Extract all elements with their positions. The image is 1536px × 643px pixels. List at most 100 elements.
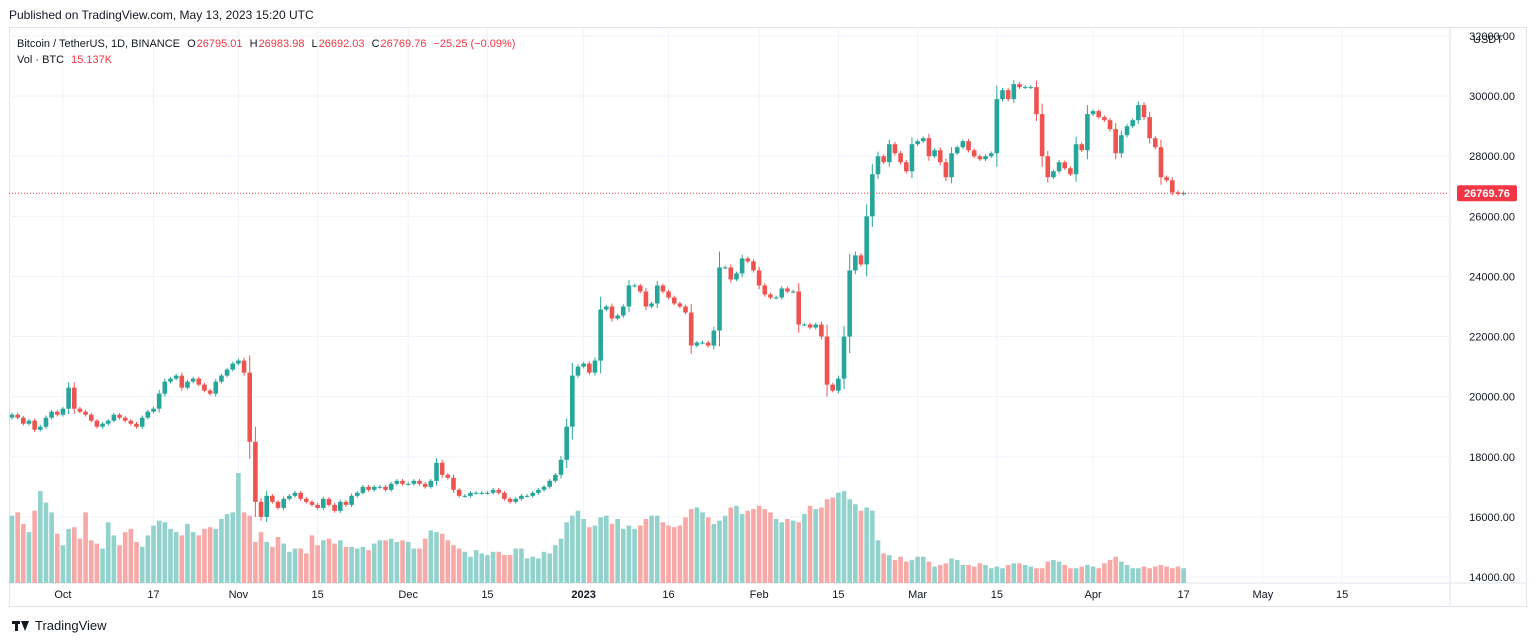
volume-bar (926, 561, 932, 583)
volume-bar (620, 528, 626, 583)
volume-bar (304, 553, 309, 583)
volume-bar (824, 499, 830, 583)
time-tick-label: 15 (1336, 589, 1348, 601)
candle-body (207, 390, 213, 394)
candle-body (117, 414, 122, 418)
volume-bar (1000, 568, 1005, 583)
candle-body (666, 291, 671, 298)
volume-bar (960, 564, 966, 583)
candle-body (1056, 162, 1062, 172)
volume-bar (281, 543, 286, 583)
candle-body (926, 138, 932, 157)
volume-bar (354, 548, 360, 583)
volume-bar (270, 546, 275, 583)
volume-bar (598, 517, 603, 583)
volume-bar (637, 525, 643, 583)
candle-body (371, 486, 377, 490)
candle-body (111, 414, 117, 421)
volume-bar (1153, 566, 1158, 583)
last-price-line: 26769.76 (9, 185, 1517, 202)
candle-body (38, 426, 43, 430)
volume-bar (9, 515, 15, 583)
volume-bar (1039, 568, 1045, 583)
volume-bar (553, 545, 558, 583)
volume-bar (1113, 556, 1118, 583)
volume-bar (1170, 568, 1175, 583)
candle-body (598, 309, 603, 361)
candle-body (321, 498, 326, 508)
volume-bar (773, 518, 779, 583)
candle-body (1068, 168, 1073, 175)
volume-bar (751, 509, 756, 583)
candle-body (1073, 144, 1079, 175)
candle-body (558, 459, 564, 475)
volume-bar (813, 509, 819, 583)
candle-body (292, 492, 298, 496)
candle-body (185, 381, 190, 388)
candle-body (909, 144, 915, 172)
volume-bar (1062, 564, 1068, 583)
volume-bar (887, 555, 892, 583)
candle-body (168, 378, 173, 382)
volume-bar (1005, 564, 1011, 583)
volume-bar (949, 558, 954, 583)
candle-body (196, 378, 202, 385)
time-tick-label: 17 (1177, 589, 1189, 601)
price-chart[interactable]: 26769.76 32000.00 30000.00 28000.00 26000.0… (9, 27, 1527, 607)
volume-bar (609, 523, 615, 583)
legend-low-label: L (311, 38, 318, 50)
candle-body (1011, 84, 1017, 100)
candle-body (179, 375, 185, 388)
candle-body (1022, 87, 1028, 89)
candle-body (190, 378, 196, 382)
candle-body (445, 474, 451, 478)
candle-body (649, 303, 654, 307)
candle-body (354, 492, 360, 496)
candle-body (349, 495, 354, 505)
candle-body (343, 501, 349, 505)
volume-bar (756, 505, 762, 583)
candle-body (615, 315, 620, 319)
candle-body (988, 153, 994, 157)
legend-volume-label[interactable]: Vol · BTC (17, 54, 65, 66)
candle-body (77, 408, 83, 412)
candle-body (609, 306, 615, 319)
volume-bar (275, 537, 281, 583)
volume-bar (496, 551, 502, 583)
price-tick-label: 30000.00 (1469, 91, 1515, 103)
volume-bar (388, 538, 394, 583)
candle-body (32, 420, 37, 430)
legend-symbol[interactable]: Bitcoin / TetherUS, 1D, BINANCE (17, 38, 181, 50)
candle-body (253, 441, 258, 502)
volume-bar (156, 520, 162, 583)
candle-body (1119, 135, 1124, 154)
candle-body (400, 480, 405, 484)
time-axis: Oct 17 Nov 15 Dec 15 2023 16 Feb 15 Mar 15 Apr 17 May 1… (54, 589, 1348, 601)
candle-body (1130, 120, 1135, 127)
candle-body (762, 285, 768, 295)
volume-bar (564, 522, 569, 583)
footer-brand[interactable]: TradingView (12, 618, 107, 633)
volume-bar (513, 548, 519, 583)
volume-bar (1090, 566, 1096, 583)
candle-body (468, 492, 473, 496)
candle-body (490, 489, 496, 493)
volume-bar (122, 532, 128, 583)
volume-bar (451, 545, 456, 583)
price-tick-label: 22000.00 (1469, 332, 1515, 344)
volume-bar (1051, 560, 1056, 583)
candle-body (162, 381, 168, 394)
volume-bar (326, 538, 332, 583)
candle-body (524, 495, 530, 497)
candle-body (875, 156, 881, 175)
volume-bar (915, 556, 920, 583)
candle-body (1153, 138, 1158, 148)
candle-body (298, 492, 303, 499)
candle-body (1141, 105, 1147, 118)
candle-body (173, 375, 179, 379)
volume-bar (337, 540, 343, 583)
volume-bar (502, 555, 507, 583)
volume-bar (253, 541, 258, 583)
volume-bar (66, 528, 71, 583)
volume-bar (111, 535, 117, 583)
